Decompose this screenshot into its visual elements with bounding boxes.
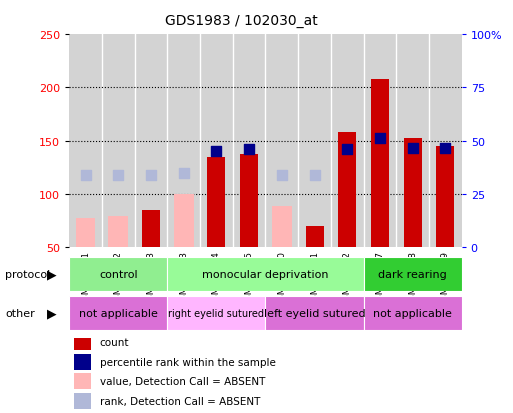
Point (82, 172, 90, 179)
Bar (429, 35, 462, 248)
Bar (174, 195, 193, 248)
Text: ▶: ▶ (47, 268, 56, 281)
Point (114, 172, 123, 179)
Bar (364, 257, 462, 291)
Bar (76, 218, 95, 248)
Bar (266, 297, 364, 330)
Text: not applicable: not applicable (79, 309, 158, 318)
Text: left eyelid sutured: left eyelid sutured (264, 309, 365, 318)
Bar (69, 35, 102, 248)
Text: count: count (100, 337, 129, 347)
Bar (102, 35, 134, 248)
Bar (108, 217, 128, 248)
Text: not applicable: not applicable (373, 309, 452, 318)
Point (343, 147, 351, 153)
Bar (207, 157, 225, 248)
Text: monocular deprivation: monocular deprivation (202, 269, 329, 279)
Text: right eyelid sutured: right eyelid sutured (168, 309, 264, 318)
Bar (74, 373, 91, 389)
Point (278, 172, 286, 179)
Point (441, 146, 449, 152)
Text: other: other (5, 309, 35, 318)
Text: value, Detection Call = ABSENT: value, Detection Call = ABSENT (100, 376, 265, 386)
Bar (167, 297, 266, 330)
Bar (74, 354, 91, 370)
Text: ▶: ▶ (47, 307, 56, 320)
Bar (306, 226, 324, 248)
Bar (437, 147, 455, 248)
Bar (298, 35, 331, 248)
Bar (167, 257, 364, 291)
Bar (167, 35, 200, 248)
Point (212, 149, 221, 155)
Text: percentile rank within the sample: percentile rank within the sample (100, 357, 275, 367)
Bar (233, 35, 265, 248)
Bar (134, 35, 167, 248)
Bar (240, 154, 258, 248)
Bar (272, 206, 292, 248)
Bar (69, 257, 167, 291)
Bar (74, 335, 91, 350)
Point (245, 147, 253, 153)
Point (408, 146, 417, 152)
Bar (396, 35, 429, 248)
Bar (364, 35, 396, 248)
Text: GDS1983 / 102030_at: GDS1983 / 102030_at (165, 14, 318, 28)
Bar (331, 35, 364, 248)
Bar (265, 35, 298, 248)
Text: rank, Detection Call = ABSENT: rank, Detection Call = ABSENT (100, 396, 260, 406)
Bar (142, 211, 160, 248)
Bar (338, 133, 356, 248)
Bar (200, 35, 233, 248)
Bar (364, 297, 462, 330)
Bar (69, 297, 167, 330)
Bar (371, 80, 389, 248)
Bar (404, 138, 422, 248)
Point (180, 170, 188, 177)
Text: control: control (99, 269, 137, 279)
Point (310, 172, 319, 179)
Text: protocol: protocol (5, 269, 50, 279)
Point (376, 135, 384, 142)
Point (147, 172, 155, 179)
Text: dark rearing: dark rearing (378, 269, 447, 279)
Bar (74, 393, 91, 409)
